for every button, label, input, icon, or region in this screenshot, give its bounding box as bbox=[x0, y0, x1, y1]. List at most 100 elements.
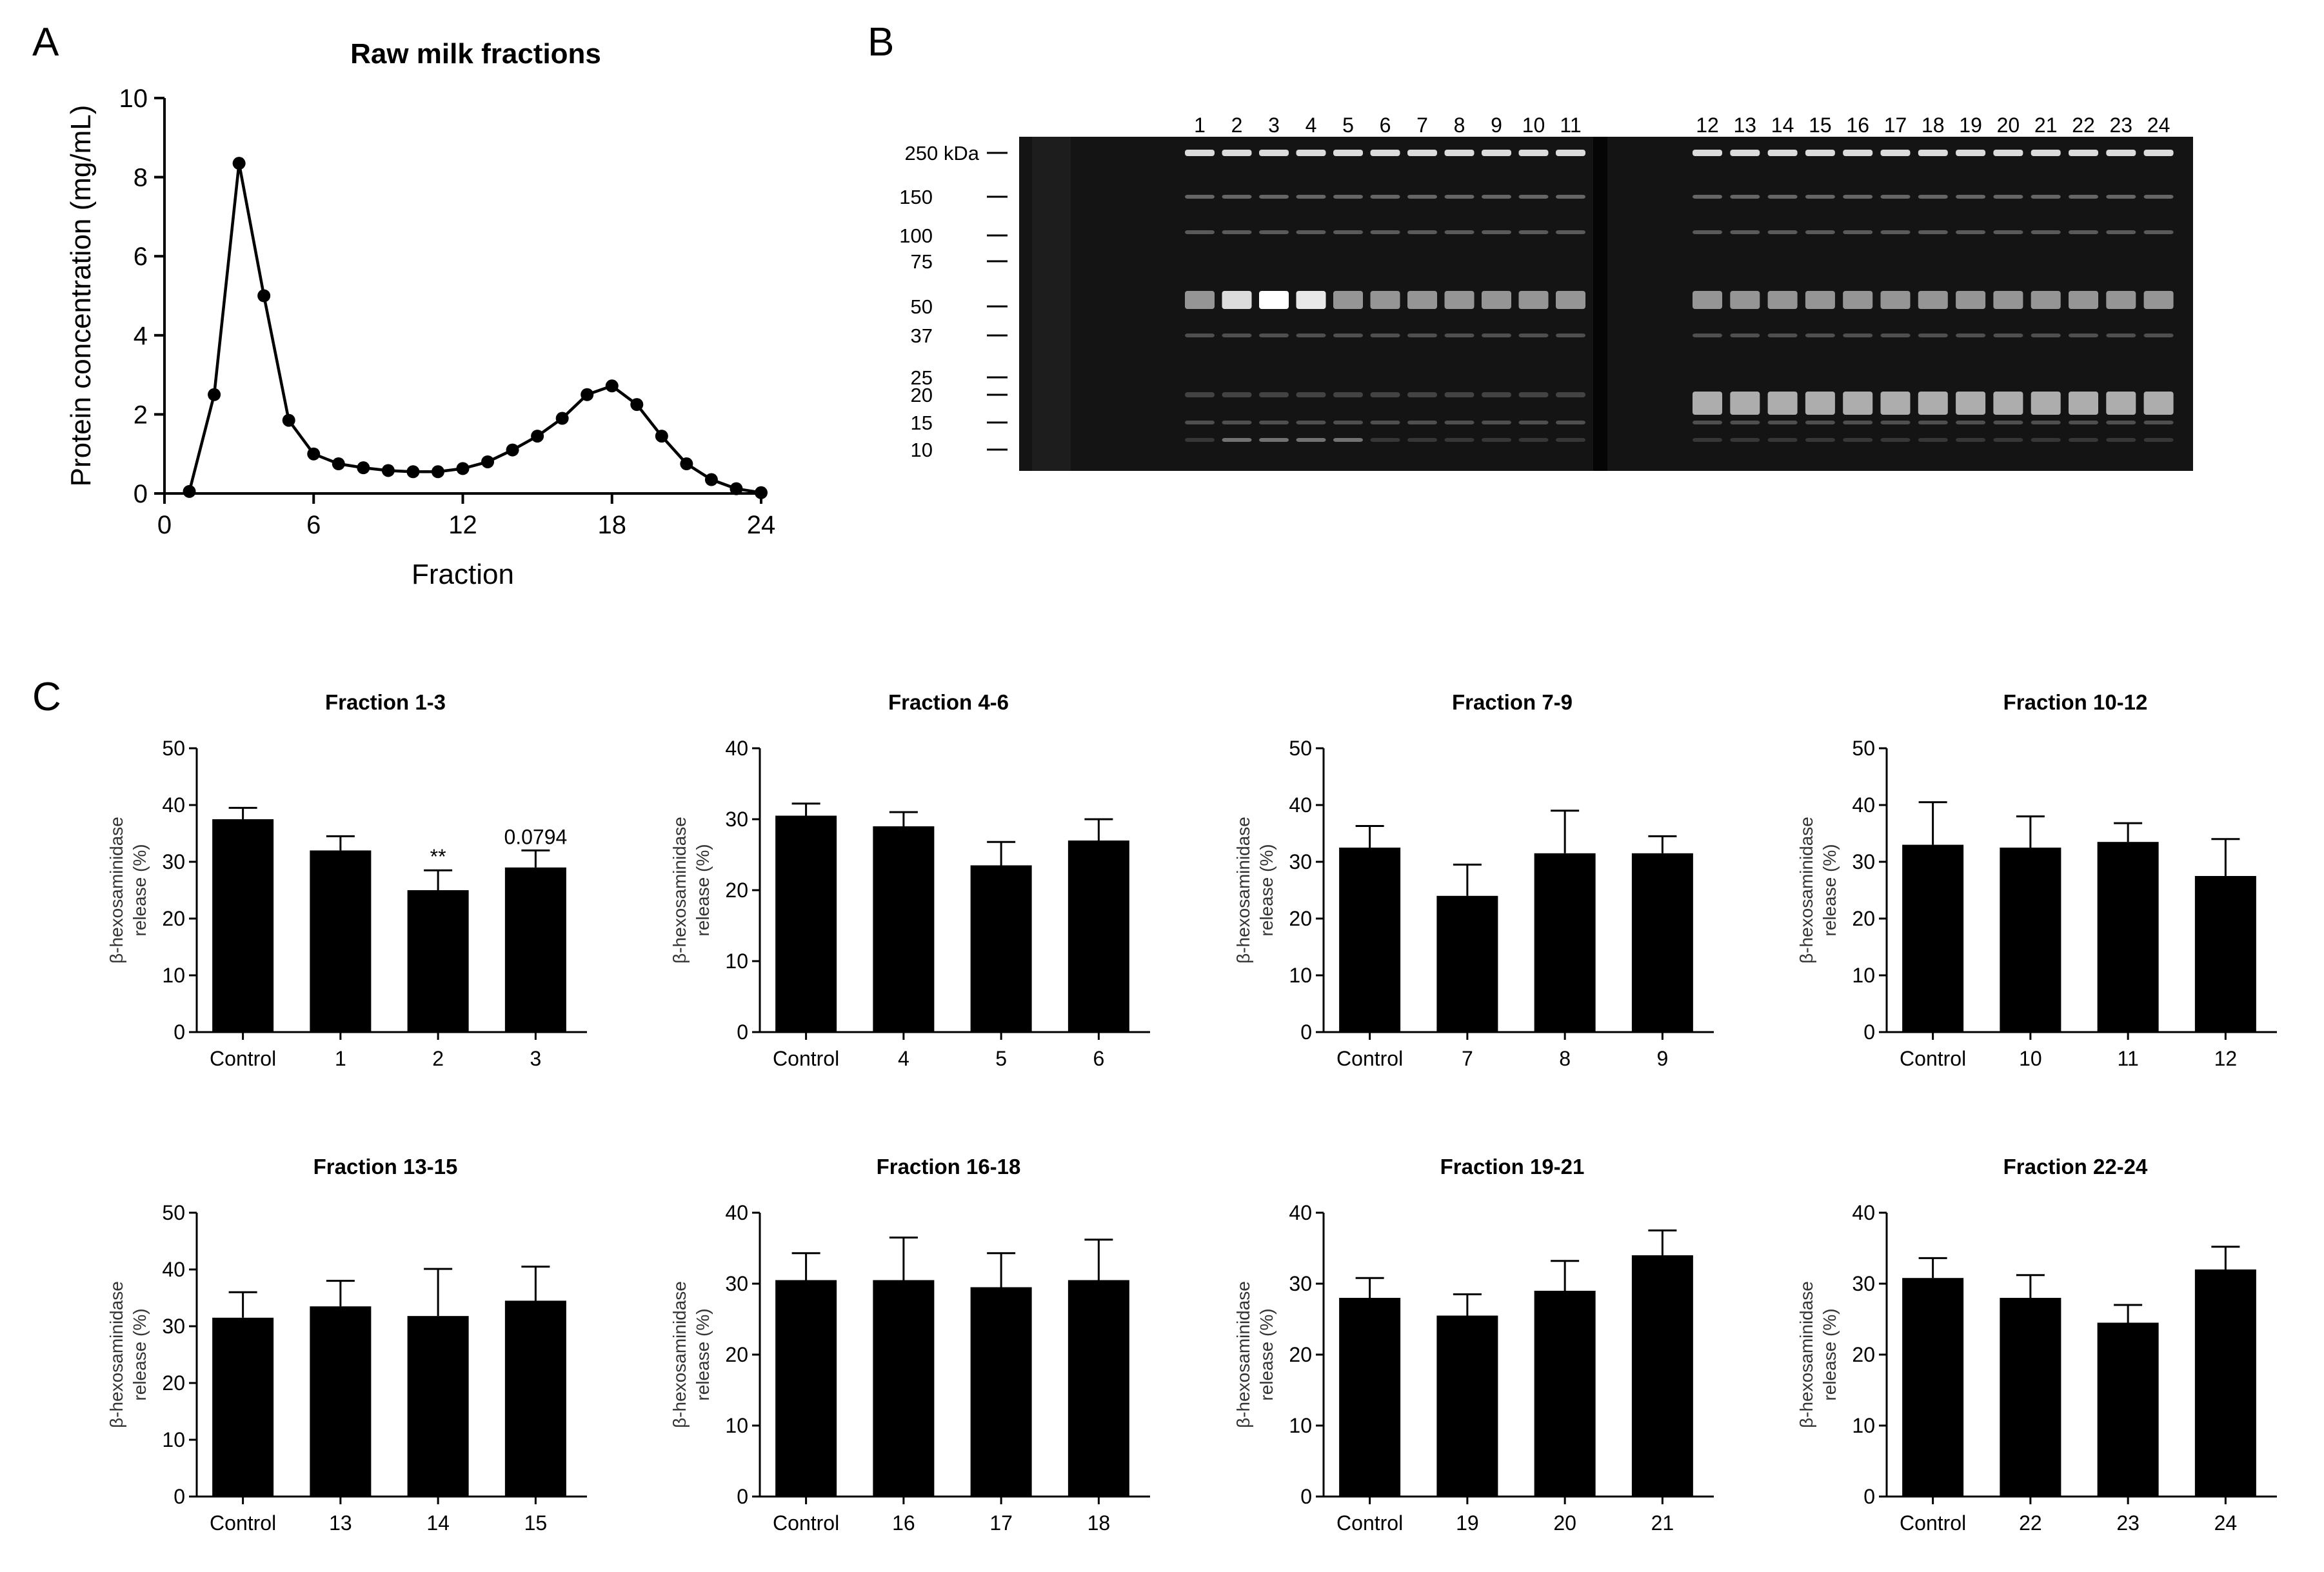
gel-band bbox=[1370, 438, 1400, 442]
y-tick-label: 40 bbox=[1289, 793, 1312, 817]
lane-label: 20 bbox=[1997, 114, 2020, 137]
gel-band bbox=[1767, 195, 1798, 199]
x-tick-label: 9 bbox=[1656, 1047, 1668, 1070]
bar-chart-title: Fraction 22-24 bbox=[2003, 1155, 2148, 1179]
gel-band bbox=[1222, 333, 1252, 337]
y-tick-label: 30 bbox=[1852, 1272, 1875, 1295]
gel-band bbox=[1259, 230, 1289, 234]
gel-band bbox=[1956, 230, 1986, 234]
bar bbox=[212, 819, 274, 1032]
y-axis-title-line: release (%) bbox=[1820, 1308, 1840, 1400]
x-tick-label: 24 bbox=[2214, 1511, 2238, 1535]
data-point bbox=[282, 413, 295, 427]
gel-band bbox=[1296, 438, 1326, 442]
bar-chart-title: Fraction 16-18 bbox=[877, 1155, 1021, 1179]
data-point bbox=[208, 388, 221, 401]
gel-band bbox=[1370, 333, 1400, 337]
mw-label: 50 bbox=[911, 295, 933, 318]
gel-band bbox=[1185, 392, 1215, 397]
panel-label-a: A bbox=[32, 20, 59, 65]
bar-chart-fraction-4-6: Fraction 4-6 0 10 20 30 40 β-hexosaminidase rel… bbox=[670, 690, 1150, 1070]
y-axis-title: β-hexosaminidase release (%) bbox=[670, 1281, 713, 1428]
gel-band bbox=[1730, 333, 1760, 337]
y-tick-label: 50 bbox=[1289, 737, 1312, 760]
gel-band bbox=[1918, 333, 1948, 337]
gel-band bbox=[2143, 150, 2174, 156]
y-tick-label: 0 bbox=[174, 1485, 185, 1508]
gel-band bbox=[1956, 333, 1986, 337]
gel-band bbox=[1693, 392, 1722, 415]
x-tick-label: 22 bbox=[2019, 1511, 2042, 1535]
y-tick-label: 20 bbox=[1289, 1343, 1312, 1366]
y-tick-label: 40 bbox=[162, 793, 185, 817]
y-axis-title-line: β-hexosaminidase bbox=[1796, 817, 1816, 964]
lane-label: 15 bbox=[1809, 114, 1832, 137]
gel-band bbox=[1259, 392, 1289, 397]
gel-band bbox=[1730, 291, 1760, 309]
lane-label: 24 bbox=[2147, 114, 2170, 137]
mw-label: 75 bbox=[911, 250, 933, 273]
gel-band bbox=[1259, 438, 1289, 442]
gel-band bbox=[1296, 195, 1326, 199]
gel-band bbox=[1296, 150, 1326, 156]
gel-band bbox=[1767, 392, 1798, 415]
y-tick-label: 30 bbox=[1852, 850, 1875, 873]
y-axis-title-line: release (%) bbox=[1820, 844, 1840, 936]
gel-band bbox=[1259, 291, 1289, 309]
lane-label: 5 bbox=[1342, 114, 1354, 137]
gel-band bbox=[1693, 333, 1722, 337]
mw-label: 37 bbox=[911, 324, 933, 347]
bar bbox=[212, 1317, 274, 1497]
x-tick-label: 12 bbox=[2214, 1047, 2238, 1070]
bar bbox=[504, 1300, 566, 1497]
y-tick-label: 10 bbox=[1852, 1414, 1875, 1437]
gel-band bbox=[1767, 150, 1798, 156]
y-tick-label: 20 bbox=[725, 1343, 748, 1366]
y-tick-label: 30 bbox=[162, 1315, 185, 1338]
y-axis-title: β-hexosaminidase release (%) bbox=[1233, 817, 1276, 964]
gel-band bbox=[2143, 230, 2174, 234]
gel-band bbox=[1993, 230, 2023, 234]
lane-label: 1 bbox=[1194, 114, 1206, 137]
gel-band bbox=[1956, 150, 1986, 156]
bar-chart-fraction-13-15: Fraction 13-15 0 10 20 30 40 50 β-hexosaminidas… bbox=[106, 1155, 587, 1535]
y-tick-label: 40 bbox=[1289, 1201, 1312, 1224]
bar bbox=[2000, 848, 2061, 1032]
x-tick-label: Control bbox=[1900, 1511, 1966, 1535]
y-tick-label: 20 bbox=[162, 907, 185, 930]
gel-band bbox=[1482, 392, 1511, 397]
gel-band bbox=[1482, 230, 1511, 234]
x-tick-label: 17 bbox=[989, 1511, 1013, 1535]
bar bbox=[970, 865, 1032, 1032]
gel-band bbox=[1880, 438, 1911, 442]
y-tick-label: 30 bbox=[1289, 1272, 1312, 1295]
gel-band bbox=[1482, 150, 1511, 156]
data-point bbox=[655, 430, 668, 443]
lane-label: 19 bbox=[1959, 114, 1982, 137]
data-point bbox=[357, 461, 370, 475]
data-point bbox=[183, 484, 196, 498]
lane-label: 3 bbox=[1268, 114, 1280, 137]
y-tick-label: 40 bbox=[725, 1201, 748, 1224]
x-tick-label: 0 bbox=[157, 511, 172, 539]
gel-band bbox=[2106, 438, 2136, 442]
x-tick-label: 21 bbox=[1651, 1511, 1674, 1535]
y-tick-label: 50 bbox=[162, 737, 185, 760]
gel-band bbox=[1880, 291, 1911, 309]
x-tick-label: 8 bbox=[1559, 1047, 1571, 1070]
gel-band bbox=[2069, 438, 2098, 442]
gel-band bbox=[1222, 195, 1252, 199]
data-point bbox=[381, 464, 395, 477]
x-tick-label: Control bbox=[773, 1511, 839, 1535]
lane-label: 9 bbox=[1491, 114, 1502, 137]
mw-label: 100 bbox=[899, 224, 933, 247]
gel-band bbox=[1518, 333, 1549, 337]
x-tick-label: Control bbox=[1336, 1047, 1403, 1070]
gel-band bbox=[1407, 333, 1437, 337]
data-point bbox=[456, 462, 470, 475]
lane-label: 23 bbox=[2110, 114, 2133, 137]
y-tick-label: 20 bbox=[1852, 1343, 1875, 1366]
bar bbox=[1339, 1298, 1401, 1497]
gel-band bbox=[1444, 150, 1475, 156]
gel-band bbox=[1767, 291, 1798, 309]
